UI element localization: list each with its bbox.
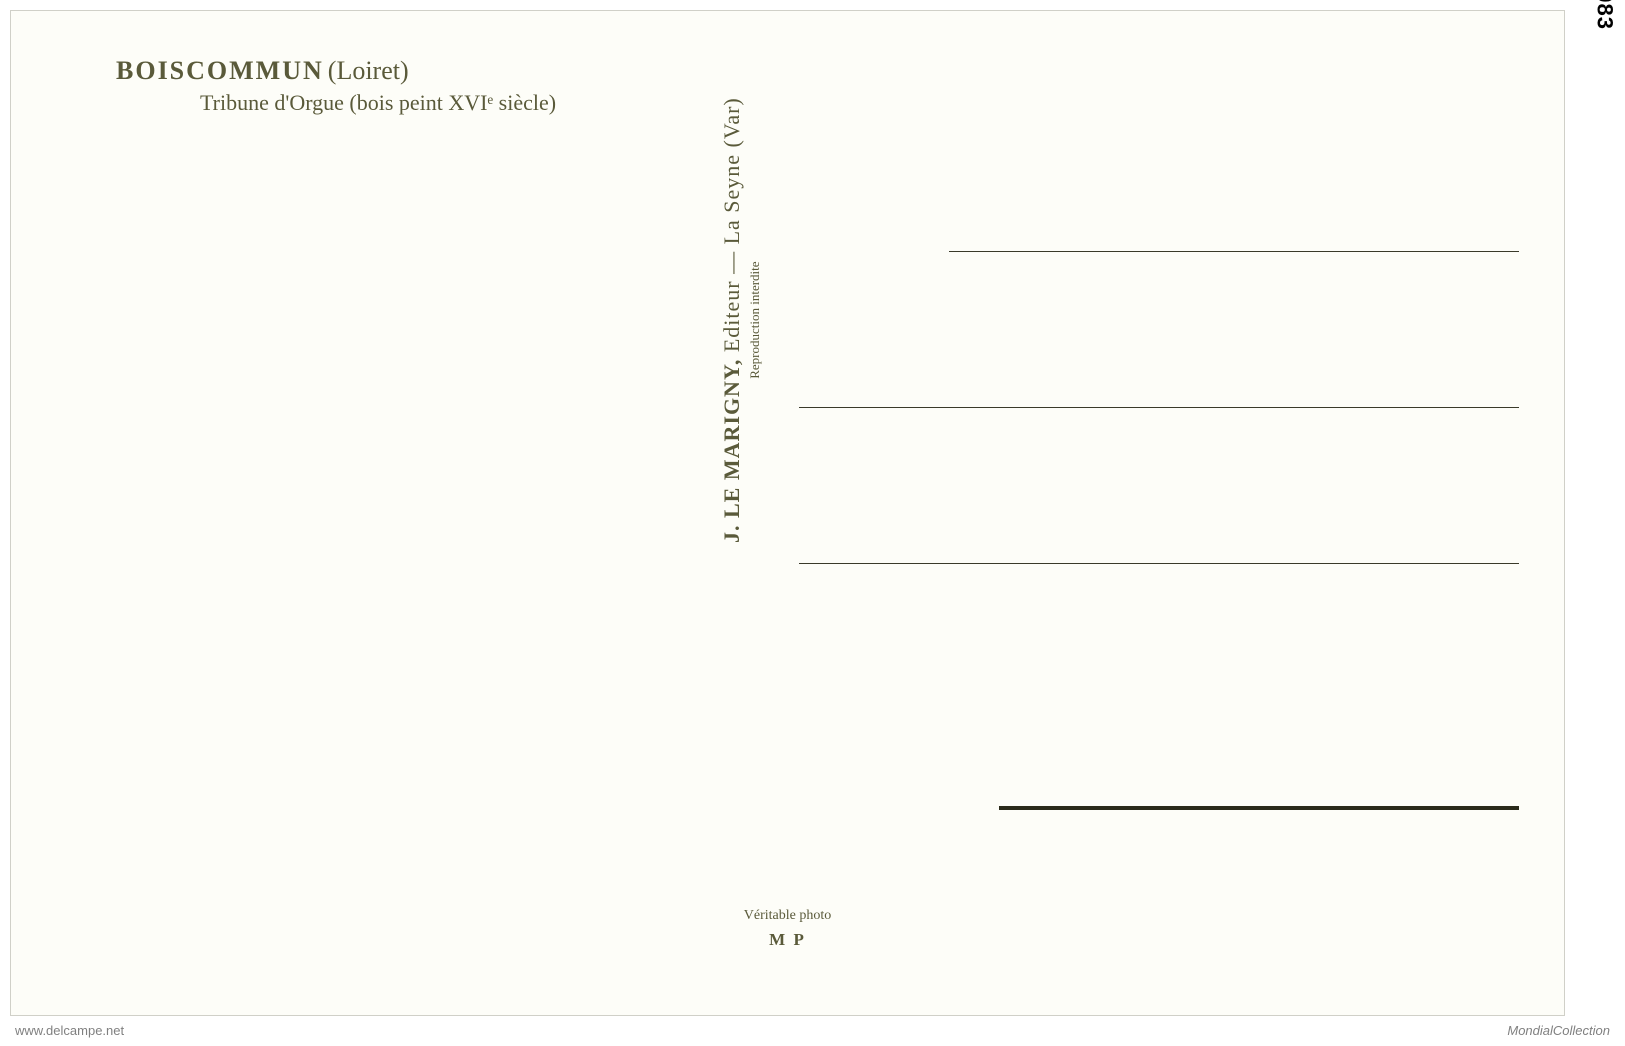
stamp-divider xyxy=(999,806,1519,810)
publisher-location: La Seyne (Var) xyxy=(719,97,744,244)
publisher-line: J. LE MARIGNY, Editeur — La Seyne (Var) xyxy=(719,97,745,543)
watermark-collection: MondialCollection xyxy=(1507,1023,1610,1038)
publisher-block: J. LE MARIGNY, Editeur — La Seyne (Var) … xyxy=(719,97,763,543)
title-line: BOISCOMMUN (Loiret) xyxy=(116,56,556,86)
address-lines-area xyxy=(799,251,1519,719)
bottom-text: Véritable photo M P xyxy=(744,908,831,950)
location-name: BOISCOMMUN xyxy=(116,56,324,85)
reproduction-notice: Reproduction interdite xyxy=(747,97,763,543)
postcard-back: BOISCOMMUN (Loiret) Tribune d'Orgue (boi… xyxy=(10,10,1565,1016)
catalog-code: AGJ-P1-45_20082023_083 xyxy=(1591,0,1617,30)
publisher-name: J. LE MARIGNY, xyxy=(719,359,744,543)
watermark-source: www.delcampe.net xyxy=(15,1023,124,1038)
photo-label: Véritable photo xyxy=(744,908,831,924)
mp-label: M P xyxy=(744,930,831,950)
subtitle: Tribune d'Orgue (bois peint XVIᵉ siècle) xyxy=(200,90,556,116)
address-line xyxy=(799,563,1519,564)
publisher-separator: — xyxy=(719,251,744,274)
address-line xyxy=(799,407,1519,408)
title-block: BOISCOMMUN (Loiret) Tribune d'Orgue (boi… xyxy=(116,56,556,116)
region-name: (Loiret) xyxy=(328,56,409,85)
address-line xyxy=(949,251,1519,252)
publisher-role: Editeur xyxy=(719,280,744,352)
